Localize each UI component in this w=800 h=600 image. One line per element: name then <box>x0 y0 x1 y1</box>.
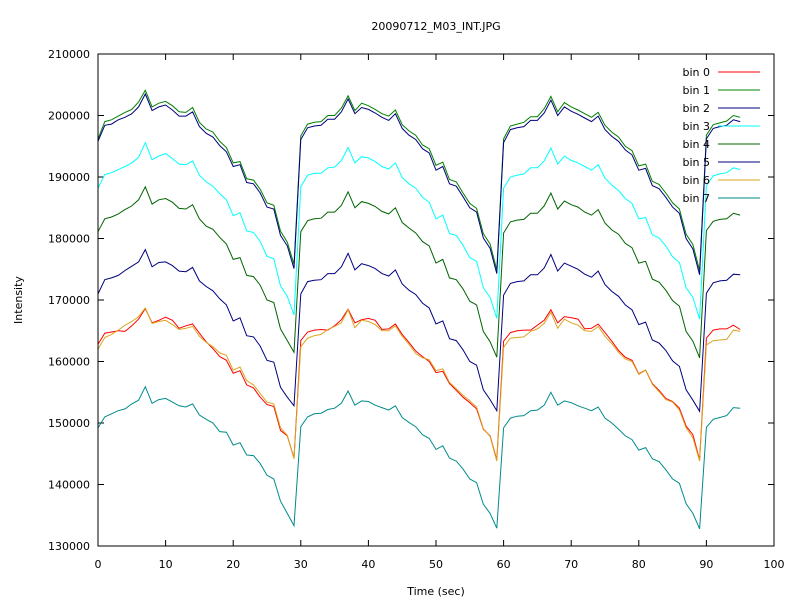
series-line-bin-0 <box>97 307 741 461</box>
series-line-bin-1 <box>97 89 741 271</box>
x-tick-label: 90 <box>699 558 713 571</box>
legend-label: bin 4 <box>682 138 710 151</box>
x-tick-label: 20 <box>226 558 240 571</box>
y-tick-label: 160000 <box>48 356 90 369</box>
series-line-bin-7 <box>97 385 741 529</box>
x-tick-label: 10 <box>159 558 173 571</box>
legend-label: bin 5 <box>682 156 710 169</box>
series-line-bin-3 <box>97 141 741 320</box>
legend-label: bin 7 <box>682 192 710 205</box>
x-tick-label: 50 <box>429 558 443 571</box>
y-tick-label: 140000 <box>48 479 90 492</box>
x-tick-label: 60 <box>497 558 511 571</box>
series-line-bin-5 <box>97 248 741 413</box>
legend-label: bin 0 <box>682 66 710 79</box>
legend-label: bin 2 <box>682 102 710 115</box>
series-line-bin-4 <box>97 185 741 358</box>
y-tick-label: 150000 <box>48 417 90 430</box>
y-tick-label: 170000 <box>48 294 90 307</box>
legend-label: bin 1 <box>682 84 710 97</box>
x-tick-label: 0 <box>95 558 102 571</box>
x-axis-label: Time (sec) <box>406 585 465 598</box>
y-axis-label: Intensity <box>12 276 25 324</box>
plot-frame <box>97 53 775 547</box>
series-layer <box>97 89 741 529</box>
x-tick-label: 70 <box>564 558 578 571</box>
y-tick-label: 200000 <box>48 110 90 123</box>
x-tick-label: 40 <box>361 558 375 571</box>
axis-ticks: 0 10 20 30 40 50 60 70 80 90 100 130000 140000 150000… <box>48 48 785 571</box>
series-line-bin-6 <box>97 307 741 462</box>
legend-label: bin 3 <box>682 120 710 133</box>
y-tick-label: 210000 <box>48 48 90 61</box>
legend-label: bin 6 <box>682 174 710 187</box>
chart-title: 20090712_M03_INT.JPG <box>371 20 500 33</box>
y-tick-label: 130000 <box>48 540 90 553</box>
series-line-bin-2 <box>97 92 741 275</box>
x-tick-label: 30 <box>294 558 308 571</box>
x-tick-label: 100 <box>764 558 785 571</box>
x-tick-label: 80 <box>632 558 646 571</box>
y-tick-label: 180000 <box>48 233 90 246</box>
legend: bin 0 bin 1 bin 2 bin 3 bin 4 bin 5 bin 6 bin 7 <box>682 66 760 205</box>
y-tick-label: 190000 <box>48 171 90 184</box>
